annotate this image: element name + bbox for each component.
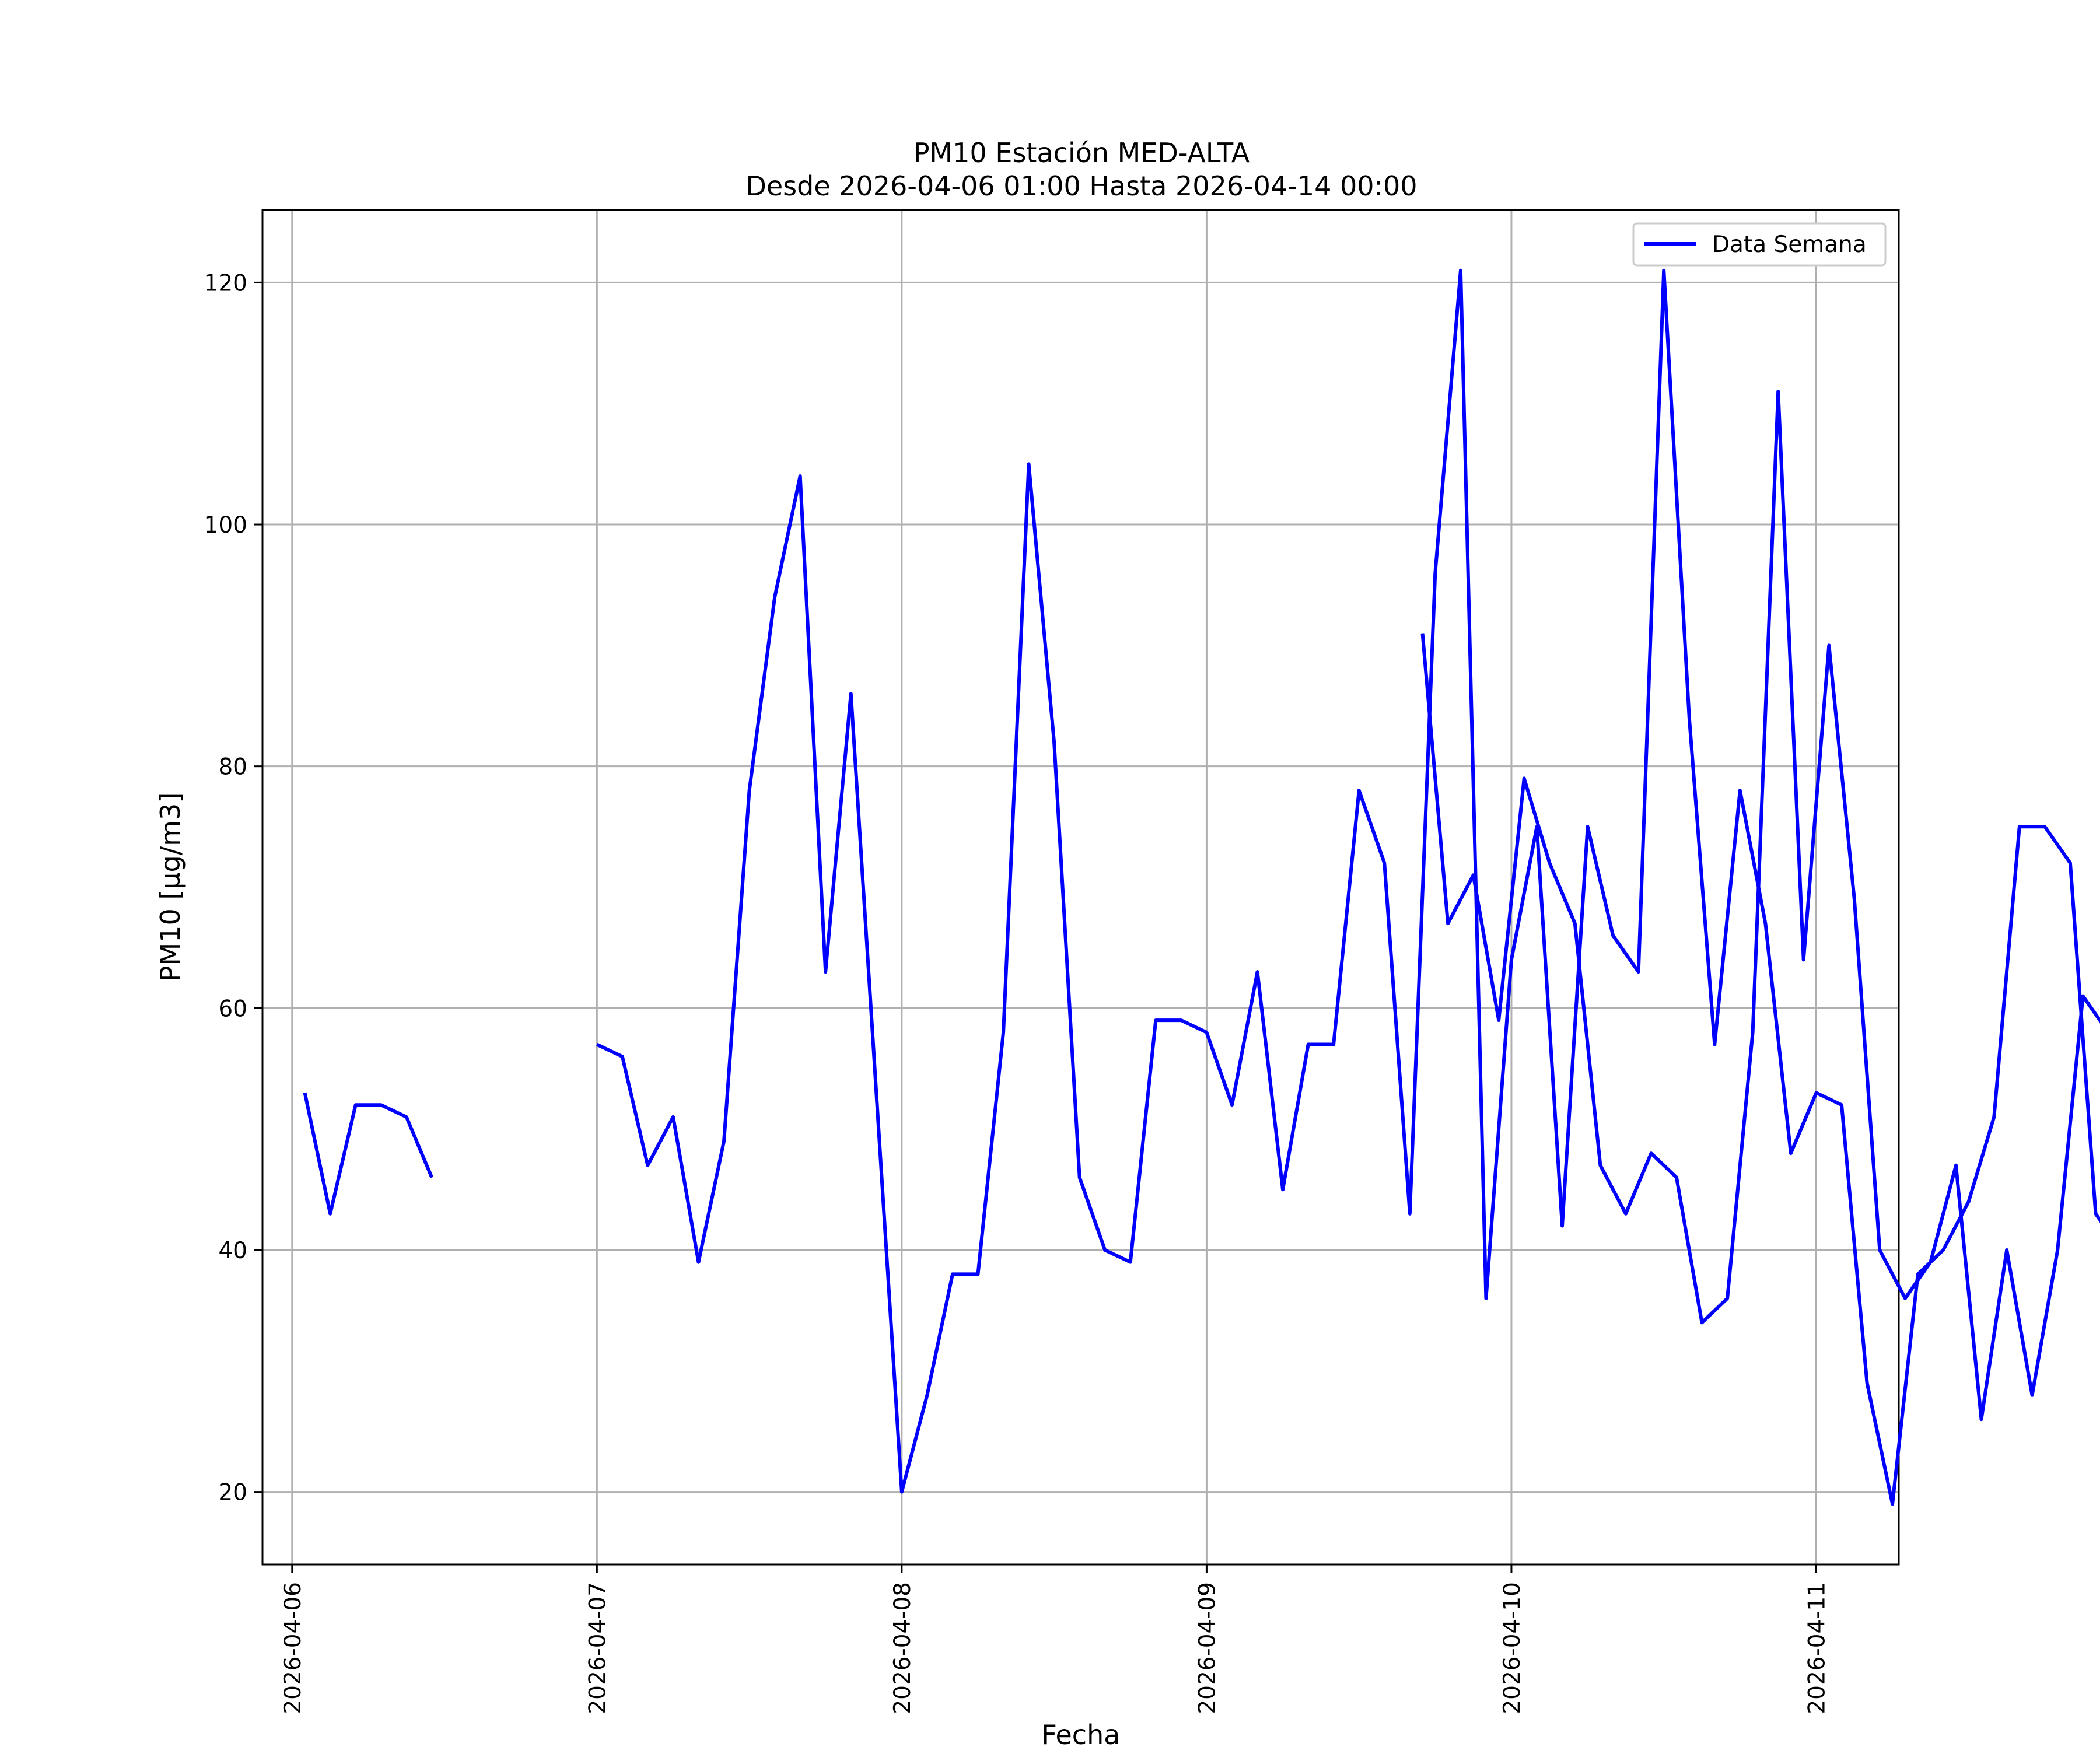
y-tick-label: 40 — [218, 1238, 247, 1264]
x-tick-label: 2026-04-07 — [584, 1582, 611, 1714]
x-tick-label: 2026-04-08 — [890, 1582, 916, 1714]
chart-title: PM10 Estación MED-ALTA — [914, 137, 1250, 169]
y-axis-label: PM10 [μg/m3] — [155, 793, 186, 982]
x-axis-label: Fecha — [1042, 1719, 1121, 1750]
y-tick-label: 80 — [218, 754, 247, 780]
x-tick-label: 2026-04-11 — [1804, 1582, 1830, 1714]
grid — [262, 210, 1899, 1564]
y-tick-label: 20 — [218, 1480, 247, 1506]
series-line-segment — [596, 268, 2100, 1506]
y-axis: 20 40 60 80 100 120 — [204, 270, 262, 1506]
legend-label: Data Semana — [1712, 232, 1867, 258]
y-tick-label: 120 — [204, 270, 247, 296]
y-tick-label: 100 — [204, 512, 247, 538]
legend-box — [1632, 222, 1887, 267]
y-tick-label: 60 — [218, 996, 247, 1022]
legend: Data Semana — [1632, 222, 1887, 267]
x-tick-label: 2026-04-10 — [1499, 1582, 1525, 1714]
x-tick-label: 2026-04-09 — [1194, 1582, 1220, 1714]
chart-subtitle: Desde 2026-04-06 01:00 Hasta 2026-04-14 … — [746, 170, 1417, 202]
data-layer — [303, 268, 2100, 1506]
x-tick-label: 2026-04-06 — [280, 1582, 306, 1714]
plot-frame — [261, 209, 1900, 1566]
x-axis: 2026-04-06 2026-04-07 2026-04-08 2026-04-09… — [280, 1564, 1830, 1714]
series-line-segment — [303, 1092, 434, 1216]
